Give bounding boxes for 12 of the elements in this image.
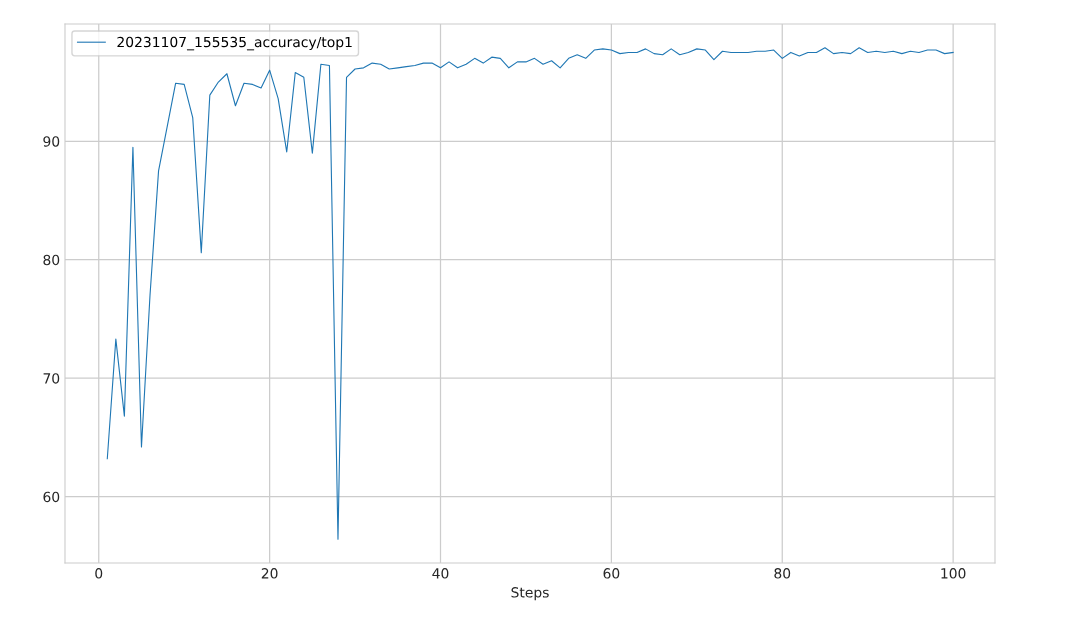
y-tick-label: 80 [43, 254, 60, 266]
y-tick-label: 90 [43, 136, 60, 147]
x-tick-label: 20 [261, 568, 278, 579]
x-tick-label: 60 [603, 568, 620, 579]
x-tick-label: 100 [941, 568, 966, 579]
y-tick-label: 60 [43, 491, 60, 503]
x-tick-label: 80 [774, 568, 791, 579]
y-tick-label: 70 [43, 373, 60, 384]
legend-label: 20231107_155535_accuracy/top1 [117, 36, 352, 51]
x-tick-label: 0 [95, 568, 103, 579]
x-axis-title: Steps [511, 587, 549, 601]
x-tick-label: 40 [432, 568, 449, 579]
